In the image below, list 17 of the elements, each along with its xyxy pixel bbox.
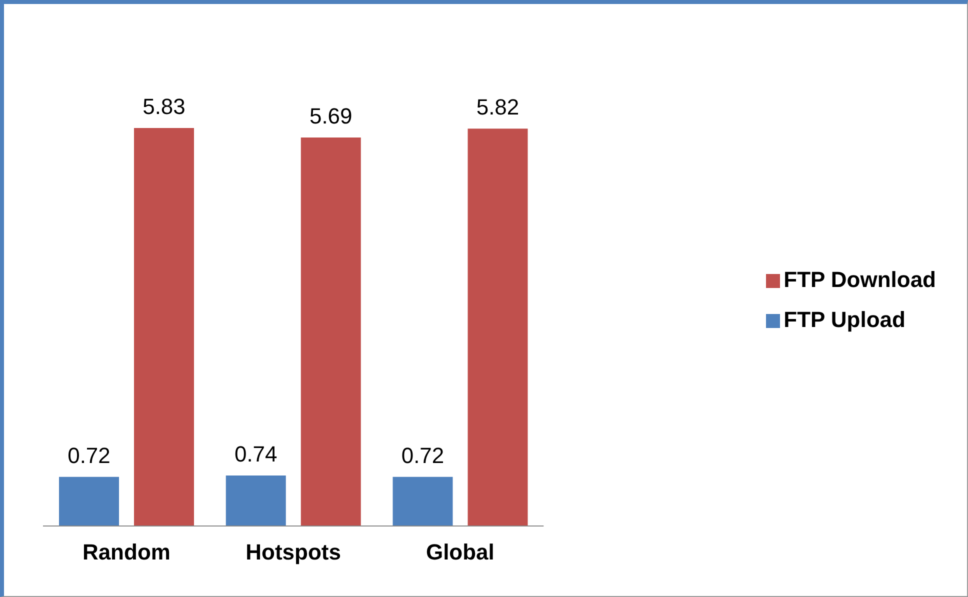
legend-label: FTP Upload	[784, 307, 906, 332]
x-tick-label: Hotspots	[246, 540, 341, 565]
x-tick-label: Random	[82, 540, 170, 565]
bar	[468, 128, 528, 526]
data-label: 5.82	[476, 94, 520, 120]
bar	[226, 475, 286, 526]
data-label: 0.72	[68, 442, 110, 468]
data-label: 0.74	[234, 441, 278, 466]
bar	[300, 138, 361, 526]
data-label: 5.83	[142, 94, 186, 119]
bar	[59, 476, 119, 526]
bar	[392, 476, 453, 526]
data-label: 5.69	[309, 104, 352, 129]
bar	[134, 128, 194, 526]
x-tick-label: Global	[426, 540, 494, 565]
legend-label: FTP Download	[784, 267, 936, 292]
data-label: 0.72	[401, 442, 444, 468]
